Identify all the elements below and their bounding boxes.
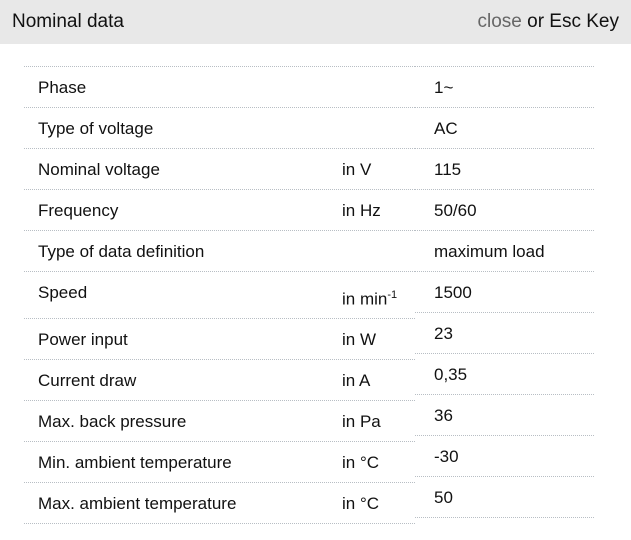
row-value: 1500 — [434, 283, 472, 302]
row-value: AC — [434, 119, 458, 138]
row-label: Power input — [38, 330, 128, 349]
row-unit: in min-1 — [342, 289, 397, 310]
row-value: -30 — [434, 447, 459, 466]
row-unit: in °C — [342, 494, 379, 514]
close-link[interactable]: close — [477, 11, 522, 32]
table-row-label: Phase — [24, 67, 415, 108]
table-row-value: 50 — [415, 477, 594, 518]
esc-hint: or Esc Key — [521, 11, 619, 32]
table-row-value: 0,35 — [415, 354, 594, 395]
row-unit: in Hz — [342, 201, 381, 221]
row-unit: in A — [342, 371, 370, 391]
row-unit: in °C — [342, 453, 379, 473]
row-label: Nominal voltage — [38, 160, 160, 179]
row-unit: in W — [342, 330, 376, 350]
table-row-value: 36 — [415, 395, 594, 436]
unit-text: in Pa — [342, 412, 381, 431]
row-label: Speed — [38, 283, 88, 302]
unit-text: in °C — [342, 453, 380, 472]
dialog-header: Nominal data close or Esc Key — [0, 0, 631, 44]
table-row-label: Max. ambient temperature in °C — [24, 483, 415, 524]
row-value: 50 — [434, 488, 453, 507]
unit-text: in V — [342, 160, 372, 179]
table-row-value: AC — [415, 108, 594, 149]
row-label: Max. ambient temperature — [38, 494, 237, 513]
table-row-label: Max. back pressure in Pa — [24, 401, 415, 442]
table-row-label: Current draw in A — [24, 360, 415, 401]
table-row-value: 50/60 — [415, 190, 594, 231]
table-row-value: 23 — [415, 313, 594, 354]
value-column: 1~ AC 115 50/60 maximum load 1500 23 0,35 36 -30 5… — [415, 66, 594, 518]
row-value: 1~ — [434, 78, 454, 97]
table-row-label: Type of voltage — [24, 108, 415, 149]
row-value: 0,35 — [434, 365, 468, 384]
row-value: maximum load — [434, 242, 545, 261]
row-label: Max. back pressure — [38, 412, 187, 431]
row-label: Type of data definition — [38, 242, 205, 261]
unit-superscript: -1 — [387, 289, 398, 301]
unit-text: in Hz — [342, 201, 381, 220]
table-row-label: Frequency in Hz — [24, 190, 415, 231]
row-label: Type of voltage — [38, 119, 154, 138]
row-value: 50/60 — [434, 201, 477, 220]
table-row-value: 1500 — [415, 272, 594, 313]
unit-text: in W — [342, 330, 376, 349]
table-row-label: Speed in min-1 — [24, 272, 415, 319]
unit-text: in A — [342, 371, 371, 390]
table-row-label: Power input in W — [24, 319, 415, 360]
dialog-title: Nominal data — [12, 11, 124, 32]
unit-text: in °C — [342, 494, 380, 513]
row-label: Frequency — [38, 201, 119, 220]
row-label: Phase — [38, 78, 87, 97]
row-unit: in V — [342, 160, 371, 180]
row-label: Current draw — [38, 371, 137, 390]
label-column: Phase Type of voltage Nominal voltage in V F… — [24, 66, 415, 524]
table-row-label: Nominal voltage in V — [24, 149, 415, 190]
row-value: 36 — [434, 406, 453, 425]
unit-text: in min — [342, 289, 388, 309]
table-row-value: -30 — [415, 436, 594, 477]
table-row-value: 115 — [415, 149, 594, 190]
row-unit: in Pa — [342, 412, 381, 432]
row-label: Min. ambient temperature — [38, 453, 232, 472]
close-hint: close or Esc Key — [477, 11, 619, 33]
row-value: 23 — [434, 324, 453, 343]
table-row-value: maximum load — [415, 231, 594, 272]
table-row-label: Min. ambient temperature in °C — [24, 442, 415, 483]
table-row-value: 1~ — [415, 67, 594, 108]
row-value: 115 — [434, 160, 462, 179]
table-row-label: Type of data definition — [24, 231, 415, 272]
